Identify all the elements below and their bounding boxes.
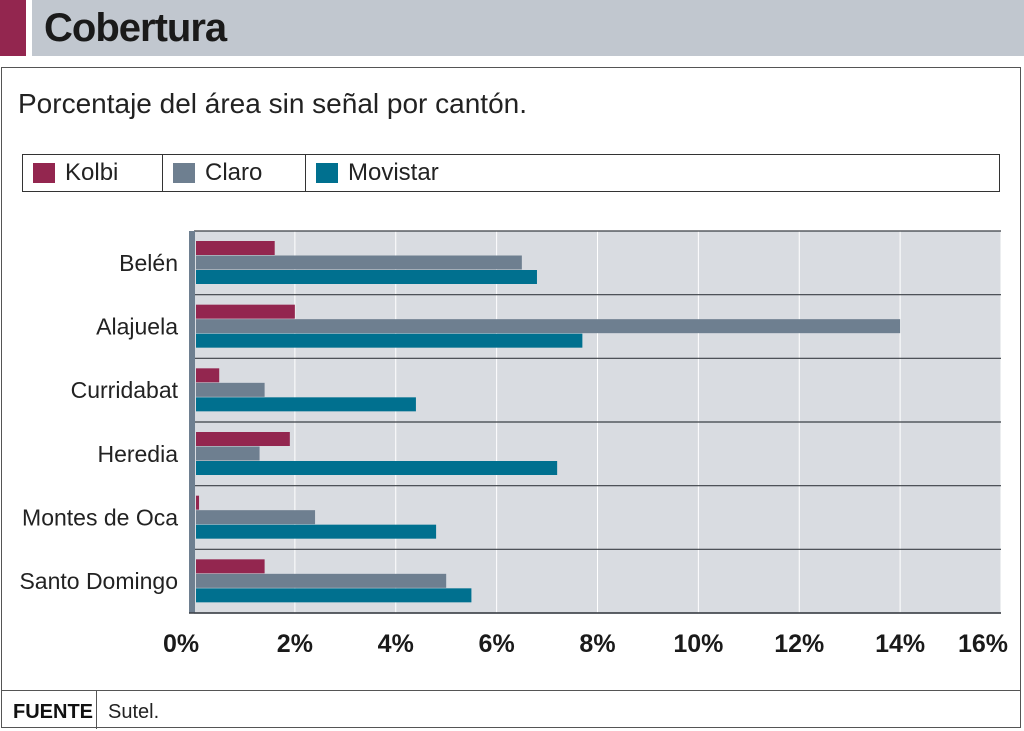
source-text: Sutel. xyxy=(108,701,160,723)
legend-label-kolbi: Kolbi xyxy=(65,159,119,186)
tick-label: 10% xyxy=(673,630,723,658)
bar-kolbi xyxy=(196,304,295,319)
legend-item-kolbi: Kolbi xyxy=(23,155,163,191)
category-label: Heredia xyxy=(97,441,178,467)
bar-kolbi xyxy=(196,368,220,383)
category-label: Montes de Oca xyxy=(22,505,178,531)
category-label: Curridabat xyxy=(71,377,179,403)
bar-movistar xyxy=(196,524,437,539)
bar-movistar xyxy=(196,397,416,412)
legend-label-movistar: Movistar xyxy=(348,159,439,186)
source-label: FUENTE xyxy=(13,701,93,723)
legend-item-movistar: Movistar xyxy=(306,155,999,191)
bar-movistar xyxy=(196,270,537,284)
bar-movistar xyxy=(196,588,472,603)
bar-kolbi xyxy=(196,495,200,510)
tick-label: 14% xyxy=(875,630,925,658)
bar-claro xyxy=(196,382,265,397)
bar-movistar xyxy=(196,333,583,348)
bar-movistar xyxy=(196,461,558,475)
y-axis-line xyxy=(189,231,195,613)
chart-subtitle: Porcentaje del área sin señal por cantón… xyxy=(18,88,527,119)
category-label: Alajuela xyxy=(96,314,178,340)
header-band xyxy=(32,0,1024,56)
legend-swatch-kolbi xyxy=(33,163,55,183)
tick-label: 6% xyxy=(479,630,515,658)
tick-label: 8% xyxy=(579,630,615,658)
legend-swatch-claro xyxy=(173,163,195,183)
tick-label: 2% xyxy=(277,630,313,658)
chart-frame xyxy=(1,67,1021,728)
legend-item-claro: Claro xyxy=(163,155,306,191)
footer-divider xyxy=(96,691,97,729)
bar-claro xyxy=(196,255,522,270)
bar-claro xyxy=(196,510,316,525)
category-label: Belén xyxy=(119,250,178,276)
category-label: Santo Domingo xyxy=(19,568,178,594)
tick-label: 0% xyxy=(163,630,199,658)
header-accent xyxy=(0,0,26,56)
bar-claro xyxy=(196,573,447,588)
tick-label: 16% xyxy=(958,630,1008,658)
bar-claro xyxy=(196,446,260,461)
page-title: Cobertura xyxy=(44,6,227,50)
bar-kolbi xyxy=(196,432,290,446)
tick-label: 12% xyxy=(774,630,824,658)
bar-chart: Belén Alajuela Curridabat Heredia Montes de … xyxy=(19,230,1008,658)
tick-label: 4% xyxy=(378,630,414,658)
legend-swatch-movistar xyxy=(316,163,338,183)
bar-kolbi xyxy=(196,559,265,574)
footer: FUENTE Sutel. xyxy=(1,690,1021,729)
header: Cobertura xyxy=(0,0,1024,56)
bar-claro xyxy=(196,319,901,334)
bar-kolbi xyxy=(196,241,275,255)
legend-label-claro: Claro xyxy=(205,159,263,186)
legend: Kolbi Claro Movistar xyxy=(22,154,1000,192)
